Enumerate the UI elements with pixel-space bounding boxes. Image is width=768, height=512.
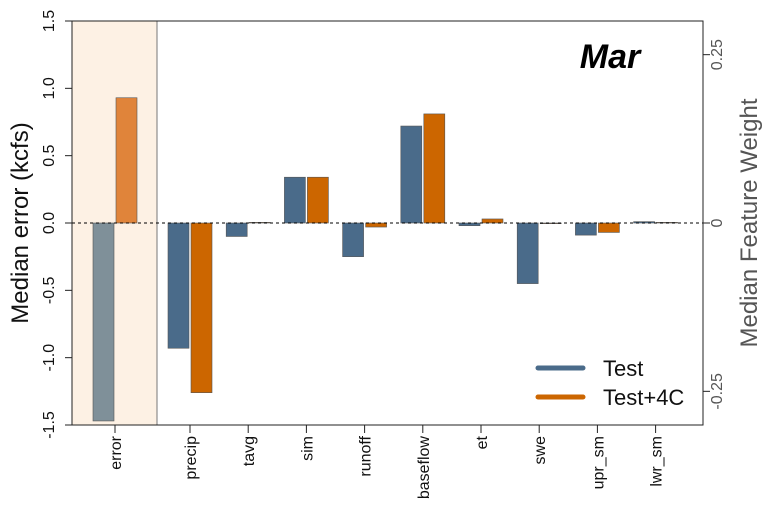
- legend-label-test: Test: [603, 356, 643, 381]
- bar-baseflow-test4c: [423, 113, 446, 224]
- bar-runoff-test: [342, 222, 364, 257]
- bar-sim-test: [284, 176, 306, 224]
- left-tick-label: -1.0: [41, 344, 58, 372]
- x-tick-label-tavg: tavg: [241, 436, 258, 466]
- x-tick-label-runoff: runoff: [358, 435, 375, 476]
- month-label: Mar: [580, 38, 642, 76]
- bar-swe-test: [516, 222, 539, 284]
- x-tick-label-sim: sim: [299, 436, 316, 461]
- bar-precip-test: [167, 222, 190, 349]
- left-tick-label: -1.5: [41, 411, 58, 439]
- bar-runoff-test4c: [365, 222, 387, 228]
- left-tick-label: 1.5: [41, 10, 58, 32]
- bars-group: [92, 97, 678, 422]
- bar-upr_sm-test: [575, 222, 597, 236]
- left-tick-label: 0.0: [41, 212, 58, 234]
- right-tick-label: -0.25: [709, 373, 726, 410]
- x-tick-label-precip: precip: [183, 436, 200, 480]
- bar-upr_sm-test4c: [598, 222, 620, 233]
- bar-sim-test4c: [307, 176, 329, 224]
- bar-et-test4c: [481, 218, 504, 224]
- x-tick-label-upr_sm: upr_sm: [590, 436, 607, 489]
- left-y-axis: -1.5 -1.0 -0.5 0.0 0.5 1.0 1.5: [41, 10, 73, 439]
- bar-precip-test4c: [190, 222, 213, 393]
- bar-tavg-test: [225, 222, 248, 237]
- legend-label-test4c: Test+4C: [603, 385, 684, 410]
- x-tick-label-baseflow: baseflow: [416, 436, 433, 500]
- left-tick-label: 1.0: [41, 77, 58, 99]
- x-tick-label-error: error: [108, 435, 125, 469]
- left-axis-title: Median error (kcfs): [7, 122, 34, 323]
- right-axis-title: Median Feature Weight: [736, 98, 763, 347]
- right-tick-label: 0.25: [709, 39, 726, 70]
- x-tick-label-swe: swe: [532, 436, 549, 465]
- x-tick-label-et: et: [474, 435, 491, 449]
- left-tick-label: 0.5: [41, 144, 58, 166]
- right-y-axis: -0.25 0 0.25: [702, 21, 726, 425]
- bar-error-test: [92, 222, 115, 422]
- legend: Test Test+4C: [535, 356, 684, 410]
- bar-baseflow-test: [400, 125, 423, 224]
- x-tick-label-lwr_sm: lwr_sm: [649, 436, 666, 487]
- x-axis: error precip tavg sim runoff baseflow et swe upr…: [108, 425, 666, 499]
- left-tick-label: -0.5: [41, 276, 58, 304]
- right-tick-label: 0: [709, 218, 726, 227]
- bar-error-test4c: [115, 97, 138, 224]
